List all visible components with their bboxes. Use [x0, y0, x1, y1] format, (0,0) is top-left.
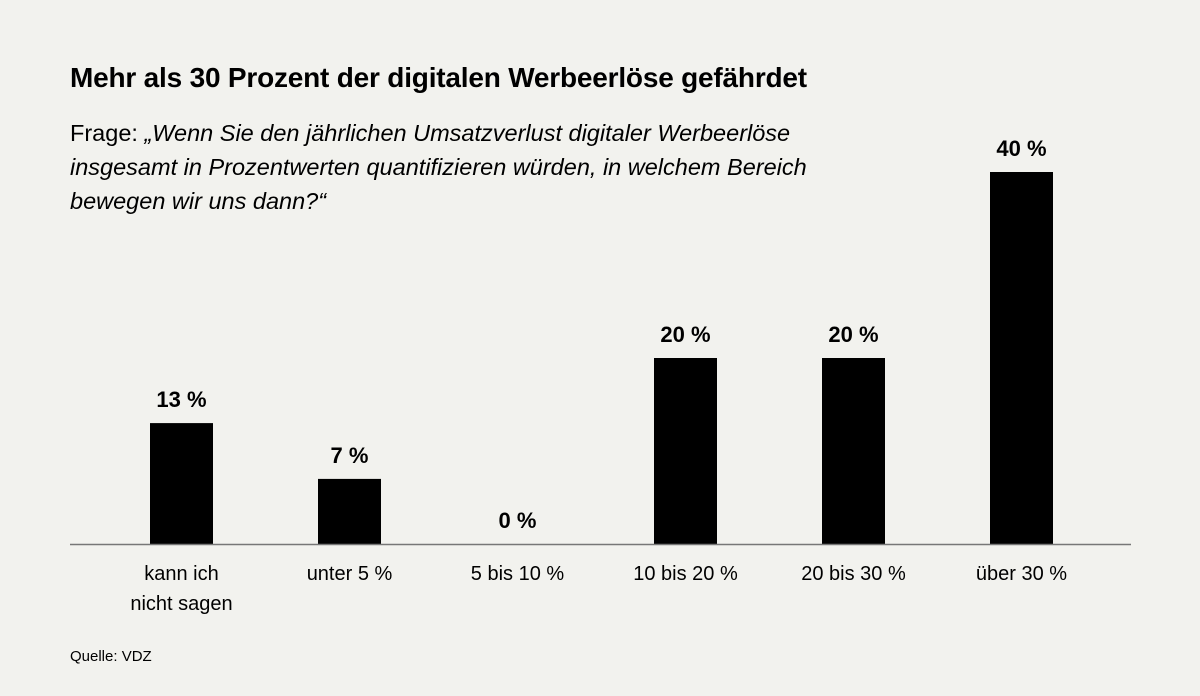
- x-tick-label: über 30 %: [976, 563, 1067, 585]
- bar: [654, 358, 717, 544]
- data-label: 13 %: [156, 387, 206, 412]
- data-label: 7 %: [331, 443, 369, 468]
- bar: [822, 358, 885, 544]
- x-tick-label: kann ich: [144, 563, 219, 585]
- x-tick-label: nicht sagen: [130, 593, 232, 615]
- data-label: 0 %: [499, 508, 537, 533]
- x-tick-label: 20 bis 30 %: [801, 563, 906, 585]
- x-tick-label: 5 bis 10 %: [471, 563, 565, 585]
- chart-subtitle: Frage: „Wenn Sie den jährlichen Umsatzve…: [70, 116, 830, 218]
- bar: [318, 478, 381, 544]
- data-label: 20 %: [660, 322, 710, 347]
- chart-title: Mehr als 30 Prozent der digitalen Werbee…: [70, 62, 807, 93]
- x-tick-label: 10 bis 20 %: [633, 563, 738, 585]
- bar: [150, 423, 213, 544]
- subtitle-question: „Wenn Sie den jährlichen Umsatzverlust d…: [70, 120, 807, 214]
- source-note: Quelle: VDZ: [70, 648, 152, 665]
- data-label: 40 %: [996, 136, 1046, 161]
- data-label: 20 %: [828, 322, 878, 347]
- subtitle-prefix: Frage:: [70, 120, 145, 146]
- bar: [990, 172, 1053, 544]
- x-tick-label: unter 5 %: [307, 563, 393, 585]
